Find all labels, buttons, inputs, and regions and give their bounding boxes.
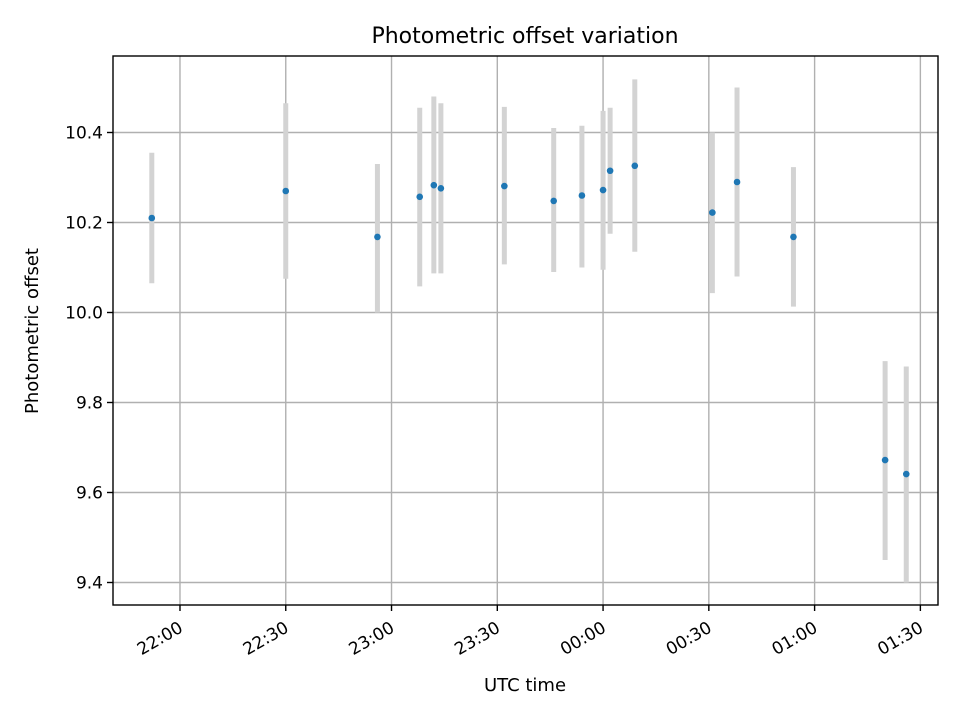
chart-title: Photometric offset variation [371, 24, 678, 49]
data-point [430, 181, 438, 189]
plot-frame [112, 55, 939, 606]
grid [113, 56, 938, 605]
data-point [881, 456, 889, 464]
data-point [733, 178, 741, 186]
data-point [416, 193, 424, 201]
data-point [578, 192, 586, 199]
y-tick-label: 9.6 [76, 484, 103, 504]
y-tick-label: 10.4 [65, 124, 103, 144]
data-point [790, 233, 797, 241]
data-point [599, 186, 607, 194]
y-axis: 9.4 9.6 9.8 10.0 10.2 10.4 [65, 124, 113, 594]
data-points [148, 162, 910, 478]
data-point [501, 182, 508, 190]
y-tick-label: 10.0 [65, 304, 103, 324]
data-point [550, 197, 558, 205]
y-tick-label: 10.2 [65, 214, 103, 234]
data-point [902, 470, 910, 478]
data-point [631, 162, 639, 170]
data-point [148, 214, 156, 222]
y-axis-label: Photometric offset [22, 248, 43, 414]
y-tick-label: 9.8 [76, 394, 103, 414]
data-point [709, 209, 716, 216]
data-point [606, 167, 614, 175]
data-point [282, 187, 290, 195]
y-tick-label: 9.4 [76, 574, 103, 594]
data-point [374, 233, 381, 241]
x-axis-label: UTC time [484, 675, 566, 696]
data-point [437, 185, 445, 192]
